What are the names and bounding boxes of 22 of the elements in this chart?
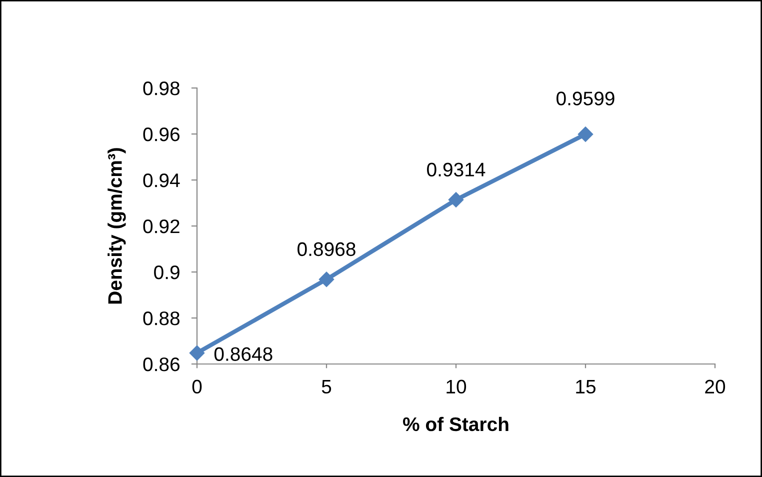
point <box>578 126 594 142</box>
y-axis-title: Density (gm/cm³) <box>108 148 126 304</box>
data-label: 0.9314 <box>427 162 486 176</box>
y-tick-label: 0.94 <box>143 173 180 188</box>
point <box>189 345 205 361</box>
y-tick-label: 0.98 <box>143 81 180 96</box>
x-tick-label: 0 <box>192 380 202 394</box>
point <box>318 272 334 288</box>
y-tick-label: 0.92 <box>143 219 180 234</box>
y-tick-label: 0.86 <box>143 357 180 372</box>
x-tick-label: 5 <box>322 380 332 394</box>
y-tick-label: 0.96 <box>143 127 180 142</box>
x-tick-label: 10 <box>446 380 466 394</box>
data-label: 0.9599 <box>556 92 614 106</box>
y-tick-label: 0.9 <box>154 265 180 280</box>
data-label: 0.8648 <box>214 347 272 361</box>
y-tick-label: 0.88 <box>143 311 180 326</box>
data-label: 0.8968 <box>298 242 356 256</box>
point <box>448 192 464 208</box>
x-tick-label: 15 <box>576 380 596 394</box>
x-axis-title: % of Starch <box>403 416 508 432</box>
x-tick-label: 20 <box>705 380 726 394</box>
